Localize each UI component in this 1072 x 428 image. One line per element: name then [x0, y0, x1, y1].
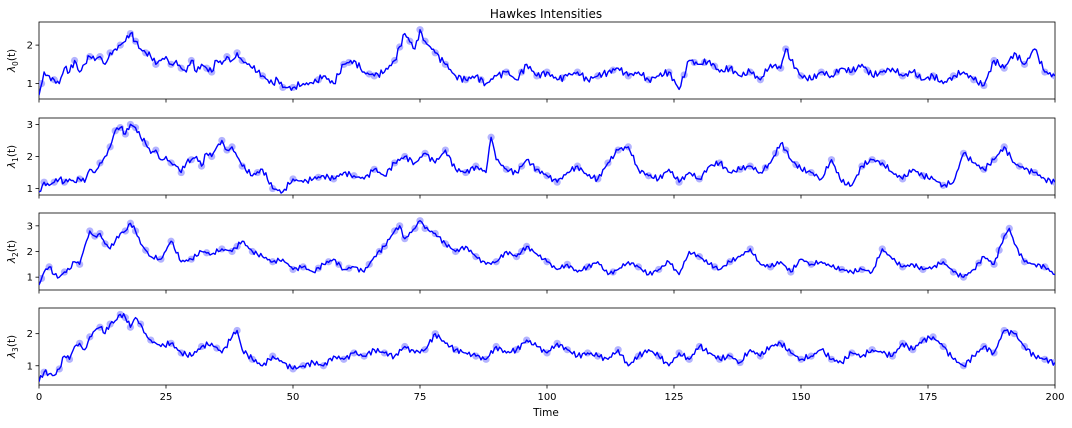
x-tick-label-1: 25	[160, 392, 173, 403]
y-axis-label-2: λ2(t)	[6, 240, 20, 264]
panel-3: 0 25 50 75 100 125 150 175 200 1 2 λ3(t)	[6, 307, 1065, 403]
x-tick-label-8: 200	[1045, 392, 1064, 403]
y-axis-label-0: λ0(t)	[6, 49, 20, 73]
y-tick-label-1-1: 2	[27, 152, 33, 163]
y-tick-label-1-2: 3	[27, 120, 33, 131]
x-tick-label-2: 50	[287, 392, 300, 403]
intensity-line-2	[39, 220, 1055, 286]
y-tick-label-3-0: 1	[27, 361, 33, 372]
y-tick-label-2-1: 2	[27, 247, 33, 258]
x-tick-label-5: 125	[664, 392, 683, 403]
y-tick-label-2-0: 1	[27, 273, 33, 284]
intensity-line-1	[39, 123, 1055, 194]
y-axis-label-3: λ3(t)	[6, 335, 20, 359]
y-tick-label-3-1: 2	[27, 329, 33, 340]
y-tick-label-0-1: 2	[27, 41, 33, 52]
intensity-line-3	[39, 312, 1055, 382]
x-tick-label-4: 100	[537, 392, 556, 403]
x-tick-label-0: 0	[36, 392, 42, 403]
y-tick-label-1-0: 1	[27, 184, 33, 195]
event-markers-0	[39, 26, 1055, 92]
y-tick-label-0-0: 1	[27, 79, 33, 90]
x-tick-label-7: 175	[918, 392, 937, 403]
y-tick-label-2-2: 3	[27, 221, 33, 232]
panel-2: 1 2 3 λ2(t)	[6, 212, 1056, 294]
x-tick-label-6: 150	[791, 392, 810, 403]
intensity-line-0	[39, 29, 1055, 96]
y-axis-label-1: λ1(t)	[6, 145, 20, 169]
chart-title: Hawkes Intensities	[490, 7, 602, 21]
x-axis-label: Time	[532, 407, 559, 419]
panel-1: 1 2 3 λ1(t)	[6, 117, 1056, 199]
event-markers-2	[39, 217, 1049, 283]
x-tick-label-3: 75	[414, 392, 427, 403]
panel-frame-2	[38, 212, 1056, 291]
panels-group: 1 2 λ0(t) 1 2 3 λ1(t) 1 2 3 λ2(t) 0 25 50 75 100 125 150 1…	[6, 21, 1065, 403]
event-markers-1	[40, 120, 1055, 193]
panel-0: 1 2 λ0(t)	[6, 21, 1056, 103]
